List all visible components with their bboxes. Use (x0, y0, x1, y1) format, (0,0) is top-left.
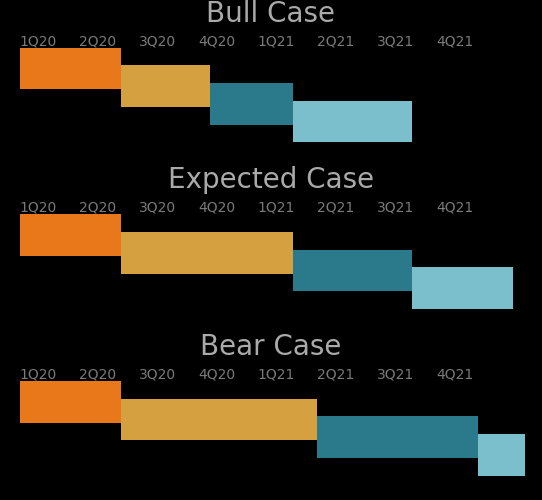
Bar (20, 48, 121, 90)
Text: 4Q21: 4Q21 (436, 368, 473, 382)
Text: 4Q20: 4Q20 (198, 201, 235, 215)
Text: Bull Case: Bull Case (207, 0, 335, 28)
Text: 2Q21: 2Q21 (317, 201, 354, 215)
Text: 1Q21: 1Q21 (257, 201, 295, 215)
Bar (20, 214, 121, 256)
Bar (20, 381, 121, 423)
Bar (293, 100, 412, 142)
Text: 2Q20: 2Q20 (79, 34, 117, 48)
Text: 2Q20: 2Q20 (79, 368, 117, 382)
Text: 4Q20: 4Q20 (198, 368, 235, 382)
Bar (121, 399, 317, 440)
Text: 2Q21: 2Q21 (317, 368, 354, 382)
Text: 3Q20: 3Q20 (139, 34, 176, 48)
Bar (317, 416, 478, 458)
Text: 4Q20: 4Q20 (198, 34, 235, 48)
Text: 4Q21: 4Q21 (436, 201, 473, 215)
Text: Bear Case: Bear Case (201, 333, 341, 361)
Text: 3Q21: 3Q21 (377, 368, 414, 382)
Text: 1Q20: 1Q20 (20, 201, 57, 215)
Bar (121, 232, 293, 274)
Text: 2Q20: 2Q20 (79, 201, 117, 215)
Text: 1Q20: 1Q20 (20, 368, 57, 382)
Text: 3Q21: 3Q21 (377, 34, 414, 48)
Text: 3Q21: 3Q21 (377, 201, 414, 215)
Text: 3Q20: 3Q20 (139, 368, 176, 382)
Text: 3Q20: 3Q20 (139, 201, 176, 215)
Bar (478, 434, 525, 476)
Text: Expected Case: Expected Case (168, 166, 374, 194)
Bar (412, 268, 513, 309)
Text: 1Q21: 1Q21 (257, 368, 295, 382)
Text: 2Q21: 2Q21 (317, 34, 354, 48)
Bar (293, 250, 412, 292)
Text: 1Q20: 1Q20 (20, 34, 57, 48)
Bar (210, 83, 293, 125)
Text: 1Q21: 1Q21 (257, 34, 295, 48)
Text: 4Q21: 4Q21 (436, 34, 473, 48)
Bar (121, 66, 210, 107)
